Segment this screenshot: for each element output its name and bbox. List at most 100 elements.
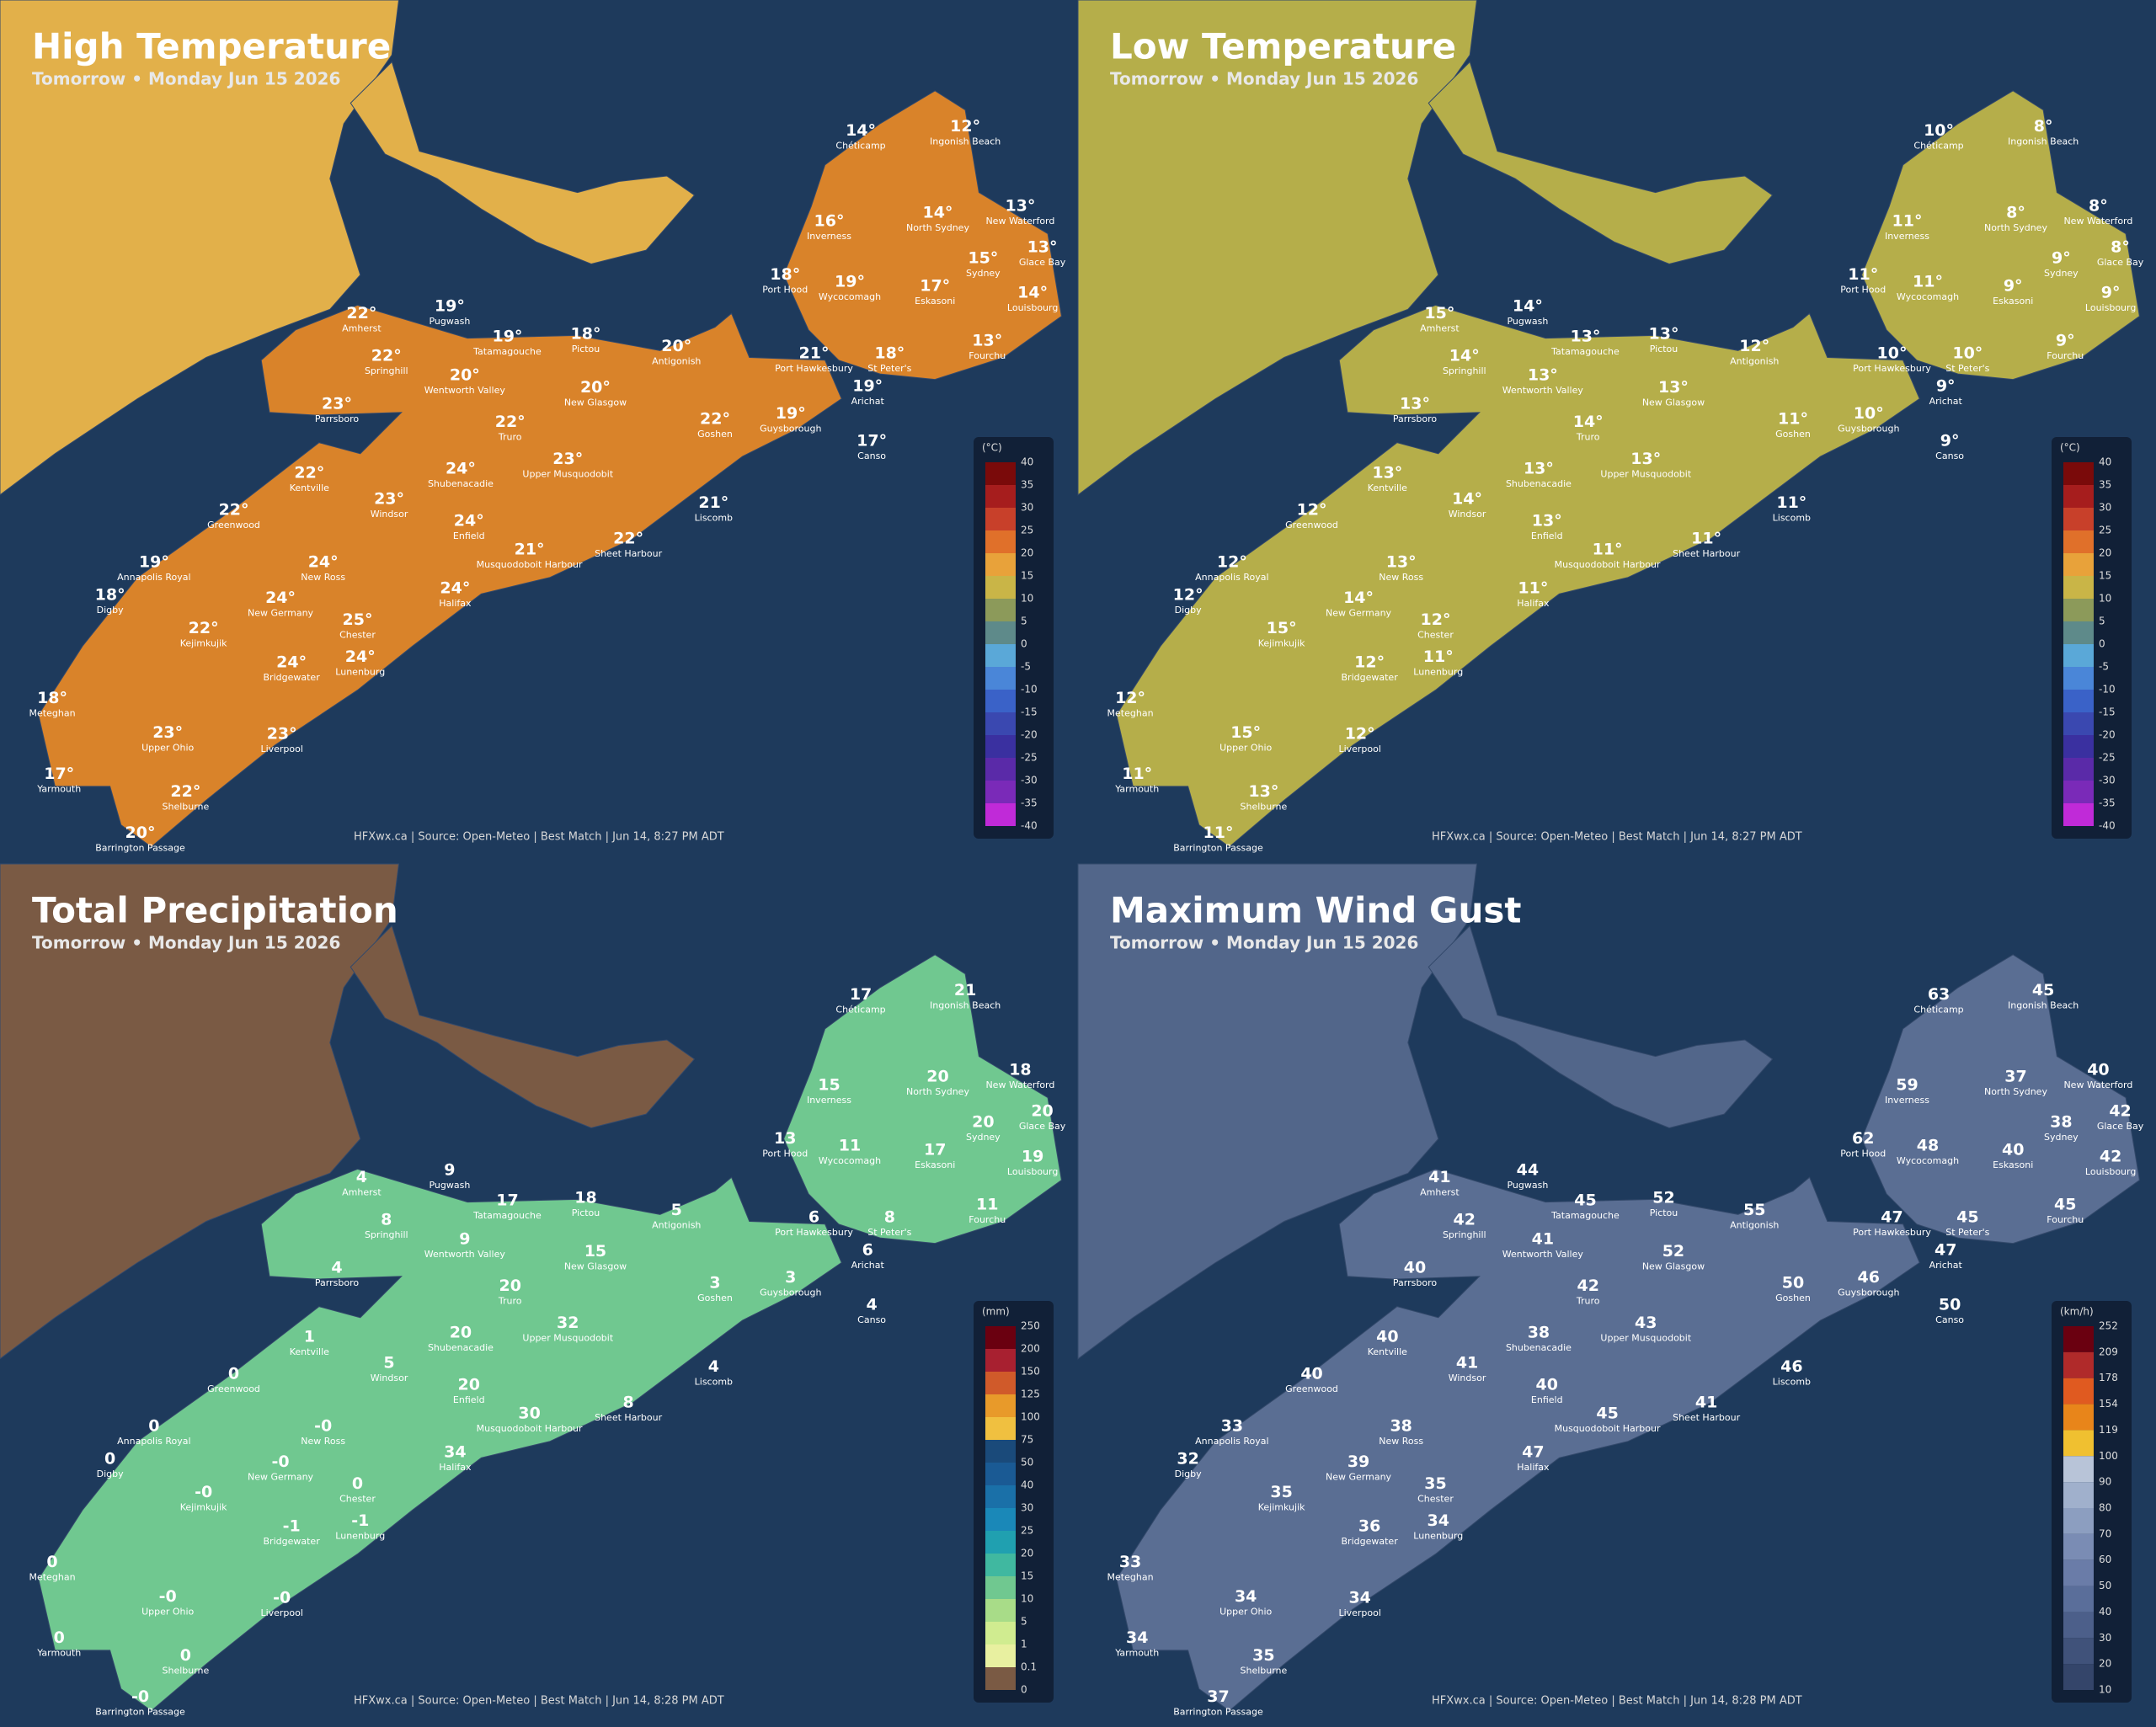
- place-name: Canso: [1935, 1314, 1964, 1325]
- place-name: Port Hawkesbury: [775, 363, 853, 374]
- legend-swatch: [985, 553, 1016, 576]
- land-area: [350, 925, 696, 1129]
- place-value: 6: [808, 1207, 819, 1226]
- place-value: 19°: [776, 404, 806, 423]
- legend-tick: 5: [1021, 1616, 1027, 1628]
- legend-tick: 20: [2099, 547, 2111, 559]
- place-name: New Glasgow: [564, 1261, 627, 1272]
- place-value: 4: [331, 1259, 342, 1277]
- place-name: Shubenacadie: [428, 478, 494, 489]
- place-name: Yarmouth: [36, 1647, 81, 1658]
- place-name: New Glasgow: [1642, 1261, 1705, 1272]
- legend-tick: 90: [2099, 1476, 2111, 1488]
- place-name: Liverpool: [1338, 1607, 1380, 1618]
- legend-swatch: [2063, 1612, 2094, 1639]
- land-area: [1077, 863, 1478, 1360]
- place-value: 17: [924, 1140, 946, 1159]
- place-name: Parrsboro: [315, 1277, 359, 1288]
- place-value: 23°: [322, 395, 352, 413]
- place-name: Windsor: [1449, 1373, 1486, 1383]
- legend-tick: 252: [2099, 1320, 2118, 1332]
- legend-swatch: [2063, 1351, 2094, 1378]
- place-name: Glace Bay: [2097, 257, 2144, 268]
- place-value: 17°: [44, 765, 74, 783]
- place-value: 22°: [700, 410, 730, 429]
- place-name: Port Hood: [1840, 1149, 1886, 1159]
- place-name: Truro: [1576, 1295, 1600, 1306]
- place-name: Meteghan: [1107, 708, 1154, 719]
- place-name: Liscomb: [1773, 513, 1811, 524]
- place-name: Goshen: [697, 429, 733, 440]
- place-name: Eskasoni: [1993, 296, 2033, 306]
- place-value: 22°: [219, 500, 249, 519]
- legend-tick: 10: [2099, 1684, 2111, 1696]
- place-name: Port Hood: [762, 285, 808, 296]
- place-name: Arichat: [1929, 396, 1963, 407]
- legend-tick: 0.1: [1021, 1661, 1037, 1673]
- legend-swatch: [2063, 1482, 2094, 1508]
- place-name: Springhill: [365, 365, 408, 376]
- place-name: Inverness: [807, 231, 851, 242]
- place-value: 22°: [189, 619, 219, 637]
- place-name: Sheet Harbour: [1673, 548, 1741, 559]
- place-name: New Germany: [248, 1471, 314, 1482]
- legend-swatch: [2063, 781, 2094, 803]
- legend-swatch: [2063, 1638, 2094, 1665]
- legend-tick: 35: [1021, 479, 1033, 491]
- place-name: Fourchu: [2047, 350, 2084, 361]
- place-value: 18°: [95, 586, 125, 605]
- place-name: Enfield: [453, 1394, 485, 1405]
- legend-swatch: [985, 1372, 1016, 1394]
- place-value: 13°: [1005, 197, 1035, 216]
- land-area: [350, 61, 696, 265]
- legend-swatch: [2063, 667, 2094, 690]
- place-value: 38: [1528, 1323, 1550, 1341]
- place-value: 18: [1009, 1061, 1031, 1079]
- legend-swatch: [2063, 690, 2094, 712]
- place-value: 35: [1270, 1483, 1292, 1501]
- place-name: Shubenacadie: [1506, 478, 1572, 489]
- panel-title: High Temperature: [32, 26, 391, 67]
- place-name: Musquodoboit Harbour: [477, 1423, 583, 1434]
- place-name: Tatamagouche: [472, 1210, 542, 1221]
- place-name: Wycocomagh: [819, 291, 881, 302]
- legend-unit: (°C): [982, 442, 1002, 454]
- place-name: Wycocomagh: [1897, 291, 1959, 302]
- legend-swatch: [2063, 530, 2094, 553]
- place-name: Upper Ohio: [1219, 1606, 1272, 1617]
- place-value: 11°: [1913, 272, 1943, 290]
- place-name: Barrington Passage: [95, 843, 185, 854]
- panel-subtitle: Tomorrow • Monday Jun 15 2026: [1110, 933, 1418, 953]
- place-value: 38: [1390, 1416, 1412, 1435]
- legend-swatch: [2063, 1559, 2094, 1586]
- place-name: Lunenburg: [1413, 667, 1463, 678]
- place-value: 19°: [835, 272, 865, 290]
- legend-swatch: [2063, 1456, 2094, 1483]
- legend-swatch: [2063, 1664, 2094, 1690]
- place-value: 23°: [374, 489, 404, 508]
- place-name: Louisbourg: [1007, 1166, 1058, 1177]
- place-value: 14°: [1452, 489, 1482, 508]
- place-name: Halifax: [439, 1462, 472, 1473]
- legend-swatch: [985, 1463, 1016, 1485]
- legend-tick: 40: [2099, 456, 2111, 468]
- place-name: Chester: [1417, 629, 1454, 640]
- place-name: Eskasoni: [915, 296, 955, 306]
- legend-swatch: [985, 690, 1016, 712]
- place-name: Chéticamp: [1913, 1004, 1963, 1015]
- place-value: 20°: [580, 378, 611, 397]
- legend-tick: -10: [1021, 684, 1038, 696]
- legend-swatch: [985, 1667, 1016, 1690]
- place-value: 15°: [968, 249, 998, 268]
- legend-tick: 25: [2099, 525, 2111, 536]
- panel-subtitle: Tomorrow • Monday Jun 15 2026: [32, 69, 340, 89]
- legend-swatch: [2063, 621, 2094, 644]
- place-name: Enfield: [453, 530, 485, 541]
- place-value: 13°: [1524, 459, 1554, 477]
- place-name: North Sydney: [1984, 1086, 2047, 1097]
- legend-tick: 30: [1021, 502, 1033, 514]
- place-name: Canso: [857, 450, 886, 461]
- legend-tick: 250: [1021, 1320, 1040, 1332]
